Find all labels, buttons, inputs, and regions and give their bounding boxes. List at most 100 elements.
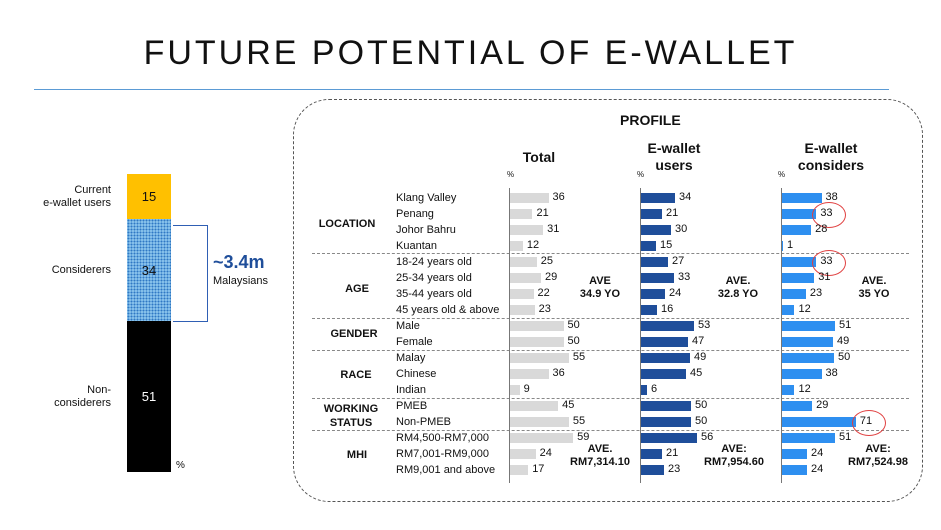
- row-label-indian: Indian: [396, 384, 426, 396]
- callout-value: ~3.4m: [213, 252, 265, 272]
- bar-value-2-2: 28: [815, 223, 828, 235]
- bar-2-3: [782, 241, 784, 251]
- bar-1-11: [641, 369, 686, 379]
- segment-non-value: 51: [141, 389, 157, 404]
- divider-race-work: [312, 398, 909, 399]
- bar-0-6: [510, 289, 534, 299]
- row-label-pmeb: PMEB: [396, 400, 428, 412]
- axis-considers: [781, 188, 782, 483]
- bar-value-2-12: 12: [798, 383, 811, 395]
- bar-0-10: [510, 353, 569, 363]
- axis-users: [640, 188, 641, 483]
- bar-1-9: [641, 337, 688, 347]
- bar-value-0-15: 59: [577, 431, 590, 443]
- row-label-mhi-2: RM7,001-RM9,000: [396, 448, 489, 460]
- unit-total: %: [507, 170, 515, 179]
- bar-1-15: [641, 433, 697, 443]
- row-label-35-44: 35-44 years old: [396, 288, 472, 300]
- bar-value-0-7: 23: [538, 303, 551, 315]
- bar-value-0-2: 31: [547, 223, 560, 235]
- bar-1-4: [641, 257, 668, 267]
- row-label-chinese: Chinese: [396, 368, 437, 380]
- bar-2-0: [782, 193, 822, 203]
- bar-0-7: [510, 305, 535, 315]
- group-location: LOCATION: [318, 218, 376, 230]
- bar-value-0-5: 29: [545, 271, 558, 283]
- bar-2-12: [782, 385, 795, 395]
- bar-1-1: [641, 209, 662, 219]
- bar-2-9: [782, 337, 833, 347]
- bar-1-5: [641, 273, 674, 283]
- segment-current-label: Current e-wallet users: [43, 184, 111, 209]
- divider-work-mhi: [312, 430, 909, 431]
- row-label-female: Female: [396, 336, 433, 348]
- bar-2-13: [782, 401, 813, 411]
- bar-0-13: [510, 401, 559, 411]
- bar-value-0-4: 25: [540, 255, 553, 267]
- divider-gender-race: [312, 350, 909, 351]
- bar-value-2-16: 24: [810, 447, 824, 459]
- profile-panel: [293, 99, 923, 502]
- row-label-malay: Malay: [396, 352, 426, 364]
- unit-considers: %: [778, 170, 786, 179]
- bar-0-16: [510, 449, 536, 459]
- bar-value-0-12: 9: [523, 383, 530, 395]
- row-label-johor-bahru: Johor Bahru: [396, 224, 456, 236]
- ave-mhi-total: AVE. RM7,314.10: [570, 443, 630, 468]
- segment-non-label: Non- considerers: [54, 384, 111, 409]
- bar-0-2: [510, 225, 544, 235]
- divider-age-gender: [312, 318, 909, 319]
- bar-value-2-6: 23: [809, 287, 823, 299]
- bar-1-14: [641, 417, 691, 427]
- row-label-mhi-1: RM4,500-RM7,000: [396, 432, 489, 444]
- bar-value-1-11: 45: [690, 367, 703, 379]
- bar-value-1-14: 50: [695, 415, 708, 427]
- bar-1-16: [641, 449, 662, 459]
- bar-1-10: [641, 353, 690, 363]
- bar-2-8: [782, 321, 836, 331]
- left-unit: %: [176, 460, 185, 471]
- segment-current-users: 15: [127, 174, 171, 219]
- group-working-status: WORKING STATUS: [323, 403, 379, 429]
- bar-value-1-16: 21: [666, 447, 679, 459]
- bar-2-14: [782, 417, 856, 427]
- bar-2-1: [782, 209, 817, 219]
- column-header-total: Total: [522, 149, 556, 165]
- page-title: FUTURE POTENTIAL OF E-WALLET: [143, 34, 798, 72]
- bar-value-0-6: 22: [537, 287, 550, 299]
- bar-value-1-9: 47: [692, 335, 705, 347]
- segment-considerers-label: Considerers: [51, 264, 111, 276]
- axis-total: [509, 188, 510, 483]
- bar-value-2-13: 29: [816, 399, 829, 411]
- bar-value-2-3: 1: [787, 239, 794, 251]
- bar-2-16: [782, 449, 807, 459]
- bar-value-0-16: 24: [539, 447, 552, 459]
- bar-1-3: [641, 241, 656, 251]
- bar-2-17: [782, 465, 807, 475]
- highlight-circle: [851, 410, 886, 436]
- bar-value-1-12: 6: [651, 383, 658, 395]
- bar-value-2-10: 50: [838, 351, 851, 363]
- bar-1-12: [641, 385, 647, 395]
- bar-value-1-2: 30: [675, 223, 688, 235]
- bar-value-1-5: 33: [678, 271, 691, 283]
- segment-current-value: 15: [141, 189, 157, 204]
- callout-label: Malaysians: [213, 275, 269, 287]
- bar-value-1-4: 27: [672, 255, 685, 267]
- bar-value-2-5: 31: [818, 271, 831, 283]
- profile-title: PROFILE: [620, 112, 681, 128]
- highlight-circle: [812, 202, 847, 228]
- bar-value-0-3: 12: [526, 239, 540, 251]
- bar-value-0-11: 36: [552, 367, 565, 379]
- bar-value-0-14: 55: [572, 415, 586, 427]
- bar-2-10: [782, 353, 834, 363]
- unit-users: %: [637, 170, 645, 179]
- bar-0-15: [510, 433, 574, 443]
- bar-0-1: [510, 209, 533, 219]
- bar-value-2-11: 38: [825, 367, 838, 379]
- bar-value-1-7: 16: [661, 303, 674, 315]
- bar-0-3: [510, 241, 523, 251]
- bar-value-0-13: 45: [562, 399, 575, 411]
- bar-value-2-8: 51: [839, 319, 852, 331]
- bar-value-1-3: 15: [660, 239, 673, 251]
